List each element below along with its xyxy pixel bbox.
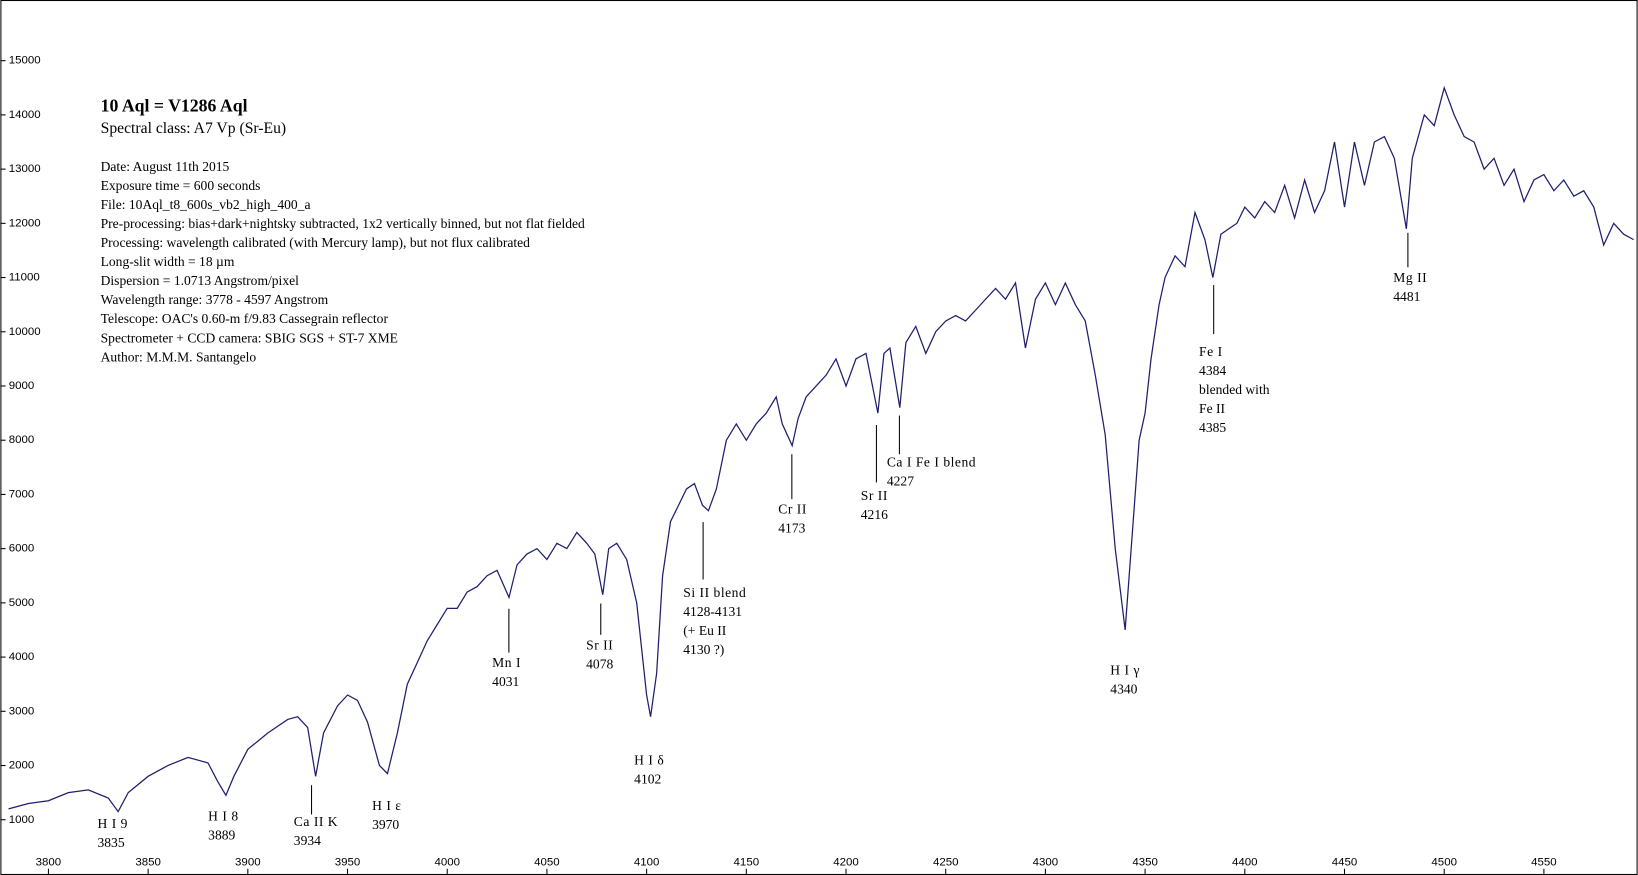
info-line: Author: M.M.M. Santangelo bbox=[101, 349, 257, 364]
x-tick-label: 4300 bbox=[1033, 857, 1059, 869]
info-line: Long-slit width = 18 µm bbox=[101, 254, 235, 269]
line-label: Fe I bbox=[1199, 344, 1223, 359]
line-label: (+ Eu II bbox=[683, 623, 727, 639]
y-tick-label: 5000 bbox=[9, 597, 35, 609]
x-tick-label: 3950 bbox=[335, 857, 361, 869]
line-label: H I γ bbox=[1110, 662, 1140, 677]
line-label: 4385 bbox=[1199, 420, 1226, 435]
info-line: Wavelength range: 3778 - 4597 Angstrom bbox=[101, 292, 329, 307]
x-tick-label: 3850 bbox=[135, 857, 161, 869]
line-label: 3835 bbox=[97, 835, 124, 850]
line-label: 4216 bbox=[861, 507, 888, 522]
line-label: 3934 bbox=[294, 833, 321, 848]
y-tick-label: 12000 bbox=[9, 217, 41, 229]
chart-subtitle: Spectral class: A7 Vp (Sr-Eu) bbox=[101, 120, 287, 137]
y-tick-label: 10000 bbox=[9, 326, 41, 338]
x-tick-label: 4100 bbox=[634, 857, 660, 869]
info-line: Processing: wavelength calibrated (with … bbox=[101, 235, 531, 251]
line-label: Mn I bbox=[492, 655, 521, 670]
line-label: H I δ bbox=[634, 752, 664, 767]
x-tick-label: 4000 bbox=[434, 857, 460, 869]
line-label: 4481 bbox=[1393, 289, 1420, 304]
y-tick-label: 3000 bbox=[9, 705, 35, 717]
x-tick-label: 4350 bbox=[1132, 857, 1158, 869]
y-tick-label: 14000 bbox=[9, 109, 41, 121]
y-tick-label: 4000 bbox=[9, 651, 35, 663]
line-label: 4102 bbox=[634, 771, 661, 786]
info-line: Telescope: OAC's 0.60-m f/9.83 Cassegrai… bbox=[101, 311, 389, 326]
line-label: Ca II K bbox=[294, 814, 338, 829]
x-tick-label: 4450 bbox=[1332, 857, 1358, 869]
info-line: Date: August 11th 2015 bbox=[101, 159, 230, 174]
chart-title: 10 Aql = V1286 Aql bbox=[101, 96, 248, 116]
line-label: 4128-4131 bbox=[683, 604, 742, 619]
line-label: 4340 bbox=[1110, 682, 1137, 697]
y-tick-label: 6000 bbox=[9, 543, 35, 555]
y-tick-label: 2000 bbox=[9, 760, 35, 772]
y-tick-label: 9000 bbox=[9, 380, 35, 392]
line-label: 4130 ?) bbox=[683, 642, 724, 658]
x-tick-label: 4150 bbox=[734, 857, 760, 869]
line-label: Cr II bbox=[778, 502, 807, 517]
line-label: Sr II bbox=[861, 488, 888, 503]
line-label: 3889 bbox=[208, 828, 235, 843]
y-tick-label: 11000 bbox=[9, 272, 40, 284]
info-line: Dispersion = 1.0713 Angstrom/pixel bbox=[101, 273, 300, 288]
x-tick-label: 3800 bbox=[36, 857, 62, 869]
x-tick-label: 4050 bbox=[534, 857, 560, 869]
line-label: Ca I Fe I blend bbox=[887, 455, 976, 470]
line-label: Fe II bbox=[1199, 401, 1225, 416]
line-label: Mg II bbox=[1393, 270, 1427, 285]
line-label: H I 9 bbox=[97, 816, 127, 831]
line-label: 4031 bbox=[492, 674, 519, 689]
y-tick-label: 7000 bbox=[9, 488, 35, 500]
info-line: Pre-processing: bias+dark+nightsky subtr… bbox=[101, 216, 585, 231]
line-label: 3970 bbox=[372, 817, 399, 832]
line-label: Si II blend bbox=[683, 585, 746, 600]
y-tick-label: 1000 bbox=[9, 814, 35, 826]
line-label: 4173 bbox=[778, 521, 805, 536]
line-label: 4384 bbox=[1199, 363, 1226, 378]
line-label: Sr II bbox=[586, 637, 613, 652]
x-tick-label: 3900 bbox=[235, 857, 261, 869]
x-tick-label: 4200 bbox=[833, 857, 859, 869]
spectrum-line bbox=[8, 85, 1634, 813]
line-label: blended with bbox=[1199, 382, 1270, 397]
info-line: File: 10Aql_t8_600s_vb2_high_400_a bbox=[101, 197, 311, 212]
x-tick-label: 4400 bbox=[1232, 857, 1258, 869]
line-label: 4078 bbox=[586, 656, 613, 671]
line-label: H I ε bbox=[372, 798, 401, 813]
info-line: Spectrometer + CCD camera: SBIG SGS + ST… bbox=[101, 330, 398, 345]
y-tick-label: 15000 bbox=[9, 55, 41, 67]
x-tick-label: 4250 bbox=[933, 857, 959, 869]
line-label: 4227 bbox=[887, 474, 914, 489]
x-tick-label: 4500 bbox=[1431, 857, 1457, 869]
y-tick-label: 13000 bbox=[9, 163, 41, 175]
x-tick-label: 4550 bbox=[1531, 857, 1557, 869]
line-label: H I 8 bbox=[208, 809, 238, 824]
info-line: Exposure time = 600 seconds bbox=[101, 178, 261, 193]
y-tick-label: 8000 bbox=[9, 434, 35, 446]
